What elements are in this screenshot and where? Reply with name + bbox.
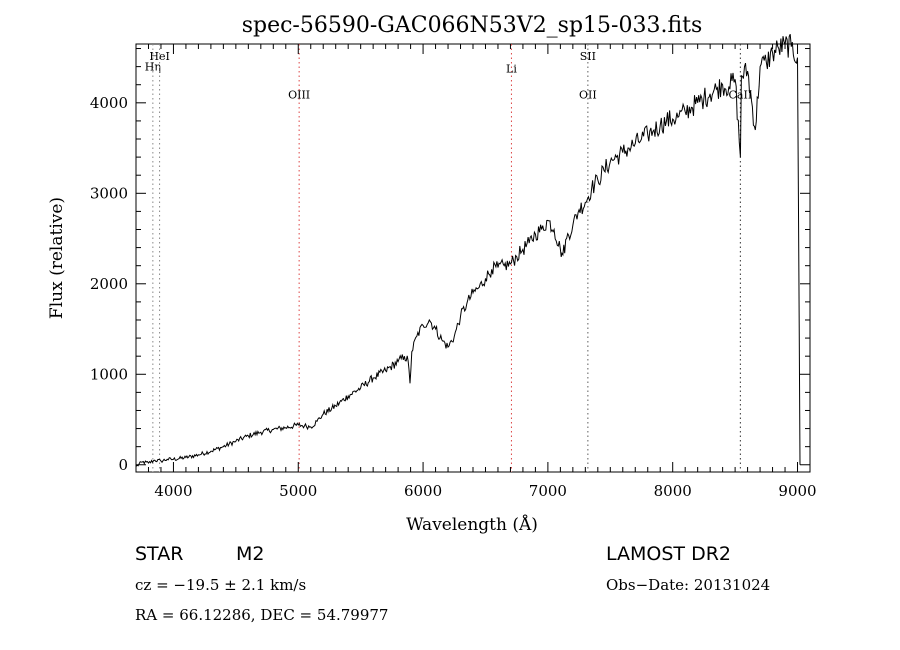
x-axis: 4000 5000 6000 7000 8000 9000 bbox=[135, 44, 817, 500]
object-class: STAR bbox=[135, 543, 183, 565]
spectral-line-label: OII bbox=[579, 89, 597, 102]
y-tick-label: 4000 bbox=[90, 94, 128, 112]
spectrum-line bbox=[135, 34, 801, 467]
spectral-line-label: CaII bbox=[729, 89, 753, 102]
spectral-line-label: Li bbox=[506, 62, 517, 75]
x-tick-label: 7000 bbox=[529, 482, 567, 500]
object-subclass: M2 bbox=[236, 543, 264, 565]
spectral-line-label: OIII bbox=[288, 89, 310, 102]
x-tick-label: 4000 bbox=[154, 482, 192, 500]
y-tick-label: 1000 bbox=[90, 365, 128, 383]
spectral-line-label: Hη bbox=[145, 61, 161, 74]
x-tick-label: 9000 bbox=[778, 482, 816, 500]
y-axis: 0 1000 2000 3000 4000 bbox=[90, 48, 810, 474]
chart-title: spec-56590-GAC066N53V2_sp15-033.fits bbox=[242, 13, 703, 38]
y-axis-label: Flux (relative) bbox=[47, 197, 67, 319]
series-group bbox=[135, 34, 801, 467]
x-tick-label: 6000 bbox=[404, 482, 442, 500]
x-tick-label: 8000 bbox=[654, 482, 692, 500]
coordinates: RA = 66.12286, DEC = 54.79977 bbox=[135, 606, 388, 624]
plot-frame bbox=[135, 43, 811, 473]
y-tick-label: 2000 bbox=[90, 275, 128, 293]
y-tick-label: 3000 bbox=[90, 184, 128, 202]
x-tick-label: 5000 bbox=[279, 482, 317, 500]
x-axis-label: Wavelength (Å) bbox=[406, 514, 538, 535]
survey-name: LAMOST DR2 bbox=[606, 543, 731, 565]
redshift-info: cz = −19.5 ± 2.1 km/s bbox=[135, 576, 306, 594]
spectral-line-label: SII bbox=[580, 50, 596, 63]
spectral-line-label: HeI bbox=[149, 50, 169, 63]
y-tick-label: 0 bbox=[118, 456, 128, 474]
obs-date: Obs−Date: 20131024 bbox=[606, 576, 770, 594]
